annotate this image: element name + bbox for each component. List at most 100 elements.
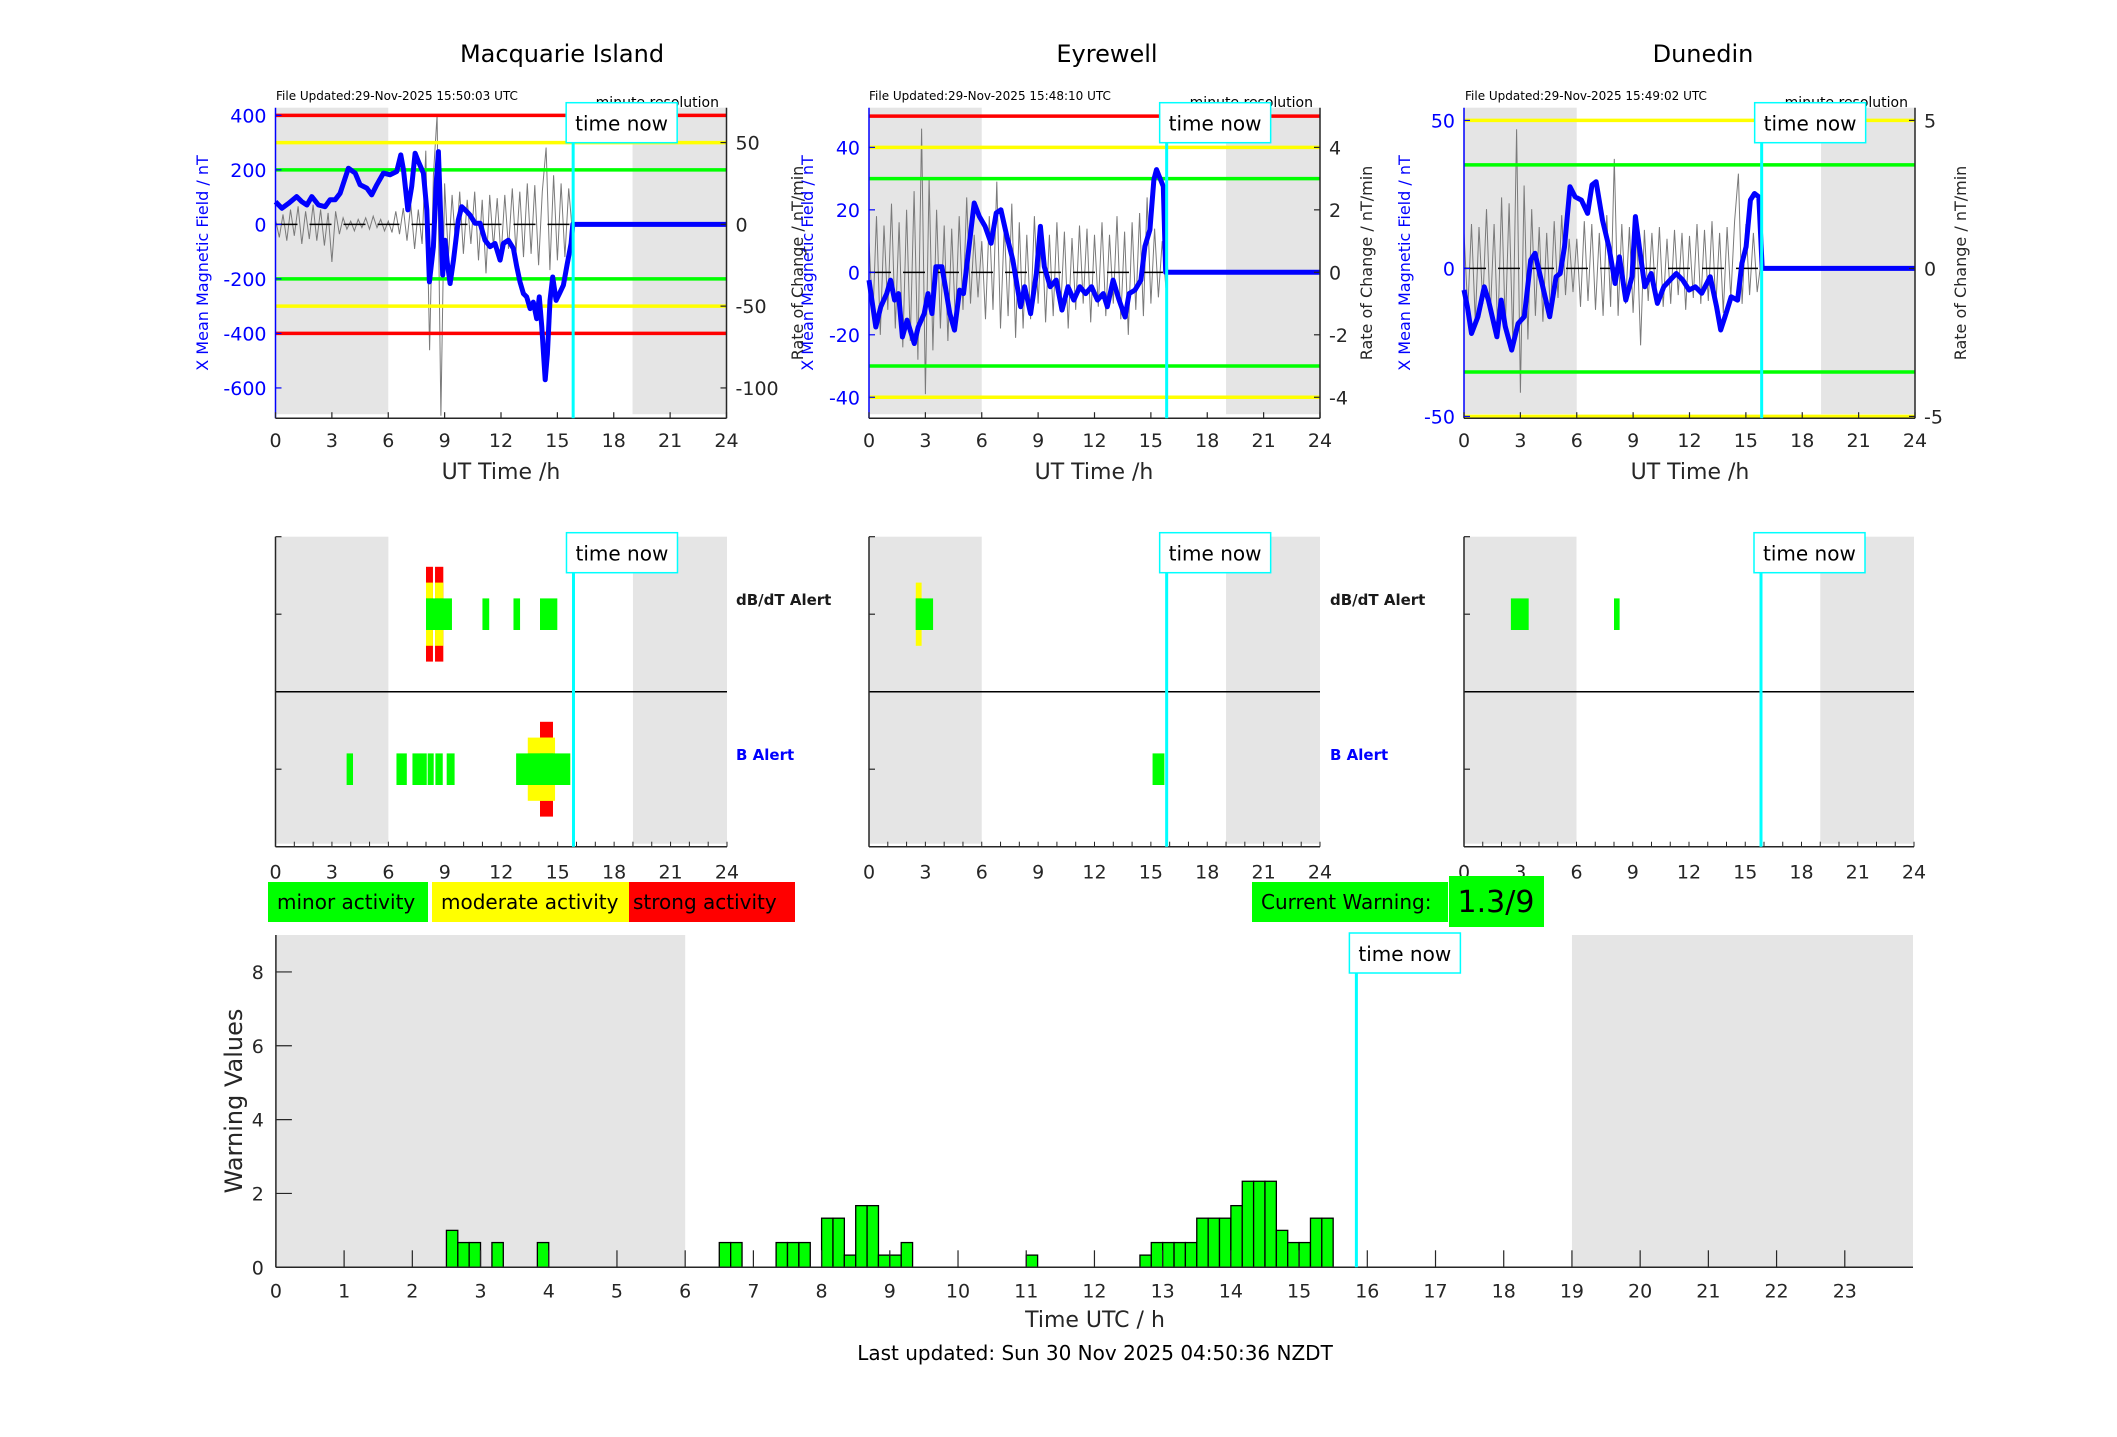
ylabel-field-eyrewell: X Mean Magnetic Field / nT [798,155,817,371]
alert-bar-minor [346,753,354,785]
x-tick-label: 18 [1492,1280,1516,1302]
x-tick-label: 24 [1903,430,1927,452]
x-tick-label: 11 [1014,1280,1038,1302]
y-tick-label: 8 [252,962,264,984]
file-updated-eyrewell: File Updated:29-Nov-2025 15:48:10 UTC [869,89,1111,103]
warning-bar [1321,1217,1334,1268]
x-tick-label: 15 [1139,430,1163,452]
x-tick-label: 21 [658,862,682,884]
x-tick-label: 18 [1195,430,1219,452]
night-shading [632,107,727,415]
warning-bar [832,1217,846,1268]
time-now-label: time now [575,542,668,566]
y-tick-label: 0 [254,214,266,236]
row-label-b-alert: B Alert [1330,746,1388,764]
warning-bar [1309,1217,1323,1268]
x-tick-label: 16 [1355,1280,1379,1302]
y-tick-label: 6 [252,1036,264,1058]
x-tick-label: 6 [976,430,988,452]
y-tick-label: -40 [829,387,860,409]
x-tick-label: 3 [919,862,931,884]
y-tick-label: 4 [252,1110,264,1132]
warning-bar [900,1241,914,1268]
alert-plot-eyrewell: 0 3 6 9 12 15 18 21 24 time now [863,531,1332,884]
night-shading [275,536,389,844]
x-tick-label: 24 [1308,430,1332,452]
x-tick-label: 3 [326,862,338,884]
warning-bar [798,1241,811,1268]
time-now-label: time now [1764,112,1857,136]
warning-bar [1287,1241,1300,1268]
y-tick-label: 20 [836,200,860,222]
warning-bar [866,1204,880,1268]
x-tick-label: 9 [439,862,451,884]
x-tick-label: 21 [658,430,682,452]
x-tick-label: 6 [1571,430,1583,452]
x-tick-label: 19 [1560,1280,1584,1302]
y-tick-label: -50 [1424,406,1455,428]
time-now-label: time now [1169,112,1262,136]
time-now-box [1158,531,1272,574]
y2-tick-label: 0 [1924,258,1936,280]
row-label-dbdt-alert: dB/dT Alert [1330,591,1425,609]
ylabel-field-dunedin: X Mean Magnetic Field / nT [1395,155,1414,371]
warning-bar [457,1241,470,1268]
current-warning-value-box [1449,876,1544,927]
alert-bar-minor [426,598,452,630]
y-tick-label: 0 [848,262,860,284]
x-tick-label: 22 [1764,1280,1788,1302]
warning-bar [1150,1241,1164,1268]
x-tick-label: 18 [602,430,626,452]
alert-bar-minor [482,598,490,630]
warning-bar [775,1241,789,1268]
warning-bar [1230,1204,1243,1268]
x-tick-label: 15 [1139,862,1163,884]
warning-bar [877,1254,891,1268]
x-tick-label: 0 [863,430,875,452]
x-tick-label: 7 [747,1280,759,1302]
x-tick-label: 9 [1032,430,1044,452]
warning-bar [730,1241,743,1268]
x-tick-label: 12 [1677,430,1701,452]
time-now-label: time now [1358,942,1451,966]
x-tick-label: 17 [1423,1280,1447,1302]
time-now-box [1753,101,1867,144]
rate-of-change-line [1463,129,1762,393]
x-tick-label: 6 [382,862,394,884]
file-updated-dunedin: File Updated:29-Nov-2025 15:49:02 UTC [1465,89,1707,103]
x-tick-label: 8 [816,1280,828,1302]
x-tick-label: 21 [1696,1280,1720,1302]
y2-tick-label: 0 [736,214,748,236]
x-tick-label: 24 [715,862,739,884]
warning-bar [1184,1241,1198,1268]
warning-bar [1173,1241,1187,1268]
alert-bar-minor [915,598,934,630]
x-mean-field-line [1461,179,1915,353]
y2-tick-label: 50 [736,133,760,155]
alert-bar-minor [1510,598,1529,630]
warning-bar [855,1204,868,1268]
file-updated-macquarie: File Updated:29-Nov-2025 15:50:03 UTC [276,89,518,103]
station-title-eyrewell: Eyrewell [1056,40,1157,68]
time-now-box [565,101,678,144]
time-now-box [565,531,679,574]
x-tick-label: 15 [1734,430,1758,452]
x-tick-label: 15 [546,862,570,884]
station-title-dunedin: Dunedin [1653,40,1754,68]
y2-tick-label: -50 [736,296,767,318]
x-tick-label: 21 [1252,862,1276,884]
night-shading [1571,935,1913,1268]
warning-bar [491,1241,504,1268]
y2-tick-label: -100 [736,378,779,400]
y2-tick-label: -4 [1329,387,1348,409]
time-now-label: time now [1763,542,1856,566]
y-tick-label: 400 [230,105,266,127]
warning-bar [1275,1229,1289,1268]
x-mean-field-line [273,149,727,383]
legend-label-minor: minor activity [277,890,415,914]
x-tick-label: 21 [1252,430,1276,452]
y-tick-label: 2 [252,1183,264,1205]
warning-bar [1264,1180,1278,1268]
